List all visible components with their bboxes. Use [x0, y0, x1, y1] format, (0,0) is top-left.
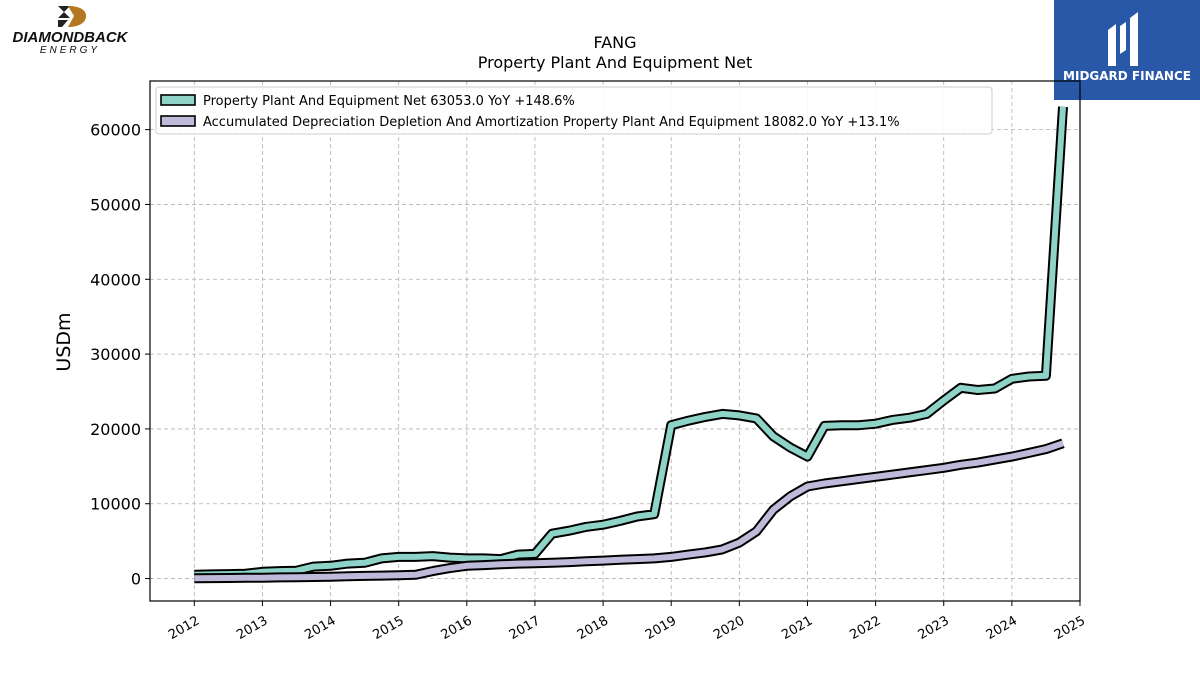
x-tick-label: 2021	[779, 613, 815, 643]
logo-left-subtext: ENERGY	[40, 45, 100, 56]
logo-mark-lower	[58, 20, 68, 27]
x-tick-label: 2012	[166, 613, 202, 643]
x-tick-label: 2022	[847, 613, 883, 643]
diamondback-logo-mark: DIAMONDBACK ENERGY	[13, 6, 129, 56]
y-tick-label: 10000	[90, 495, 141, 514]
logo-right-text: MIDGARD FINANCE	[1063, 69, 1191, 83]
x-tick-label: 2025	[1052, 613, 1088, 643]
diamondback-logo: DIAMONDBACK ENERGY	[0, 0, 140, 60]
y-tick-label: 30000	[90, 345, 141, 364]
logo-left-text: DIAMONDBACK	[13, 29, 129, 46]
y-tick-label: 0	[131, 570, 141, 589]
x-tick-label: 2024	[984, 613, 1020, 643]
x-axis: 2012 2013 2014 2015 2016 2017 2018 2019 2020 2021…	[166, 601, 1088, 643]
plot-frame	[149, 80, 1081, 602]
midgard-logo-mark	[1108, 12, 1138, 66]
x-tick-label: 2014	[302, 613, 338, 643]
logo-mark-right	[68, 6, 86, 27]
y-tick-label: 20000	[90, 420, 141, 439]
y-tick-label: 40000	[90, 270, 141, 289]
legend-swatch-2	[160, 115, 196, 127]
y-axis-label: USDm	[53, 312, 75, 371]
x-tick-label: 2023	[916, 613, 952, 643]
x-tick-label: 2013	[234, 613, 270, 643]
legend-box	[155, 86, 993, 135]
series-line-1	[194, 106, 1066, 578]
logo-mark-left	[58, 6, 70, 18]
x-tick-label: 2017	[507, 613, 543, 643]
x-tick-label: 2016	[439, 613, 475, 643]
logo-mark-bar-1	[1108, 24, 1116, 66]
series-line-outline-1	[194, 106, 1068, 580]
x-tick-label: 2018	[575, 613, 611, 643]
series-line-2	[194, 440, 1064, 582]
y-axis: 0 10000 20000 30000 40000 50000 60000	[90, 121, 150, 589]
x-tick-label: 2019	[643, 613, 679, 643]
legend-label-1: Property Plant And Equipment Net 63053.0…	[203, 94, 575, 109]
logo-mark-bar-2	[1120, 22, 1126, 54]
series-lines	[194, 106, 1068, 584]
legend-swatch-1	[160, 94, 196, 106]
x-tick-label: 2015	[371, 613, 407, 643]
chart-title: FANG	[593, 33, 636, 52]
y-tick-label: 60000	[90, 121, 141, 140]
x-tick-label: 2020	[711, 613, 747, 643]
midgard-finance-logo: MIDGARD FINANCE	[1054, 0, 1200, 100]
chart-subtitle: Property Plant And Equipment Net	[478, 53, 753, 72]
y-tick-label: 50000	[90, 195, 141, 214]
legend: Property Plant And Equipment Net 63053.0…	[155, 86, 993, 135]
legend-label-2: Accumulated Depreciation Depletion And A…	[203, 115, 900, 130]
logo-mark-bar-3	[1130, 12, 1138, 66]
